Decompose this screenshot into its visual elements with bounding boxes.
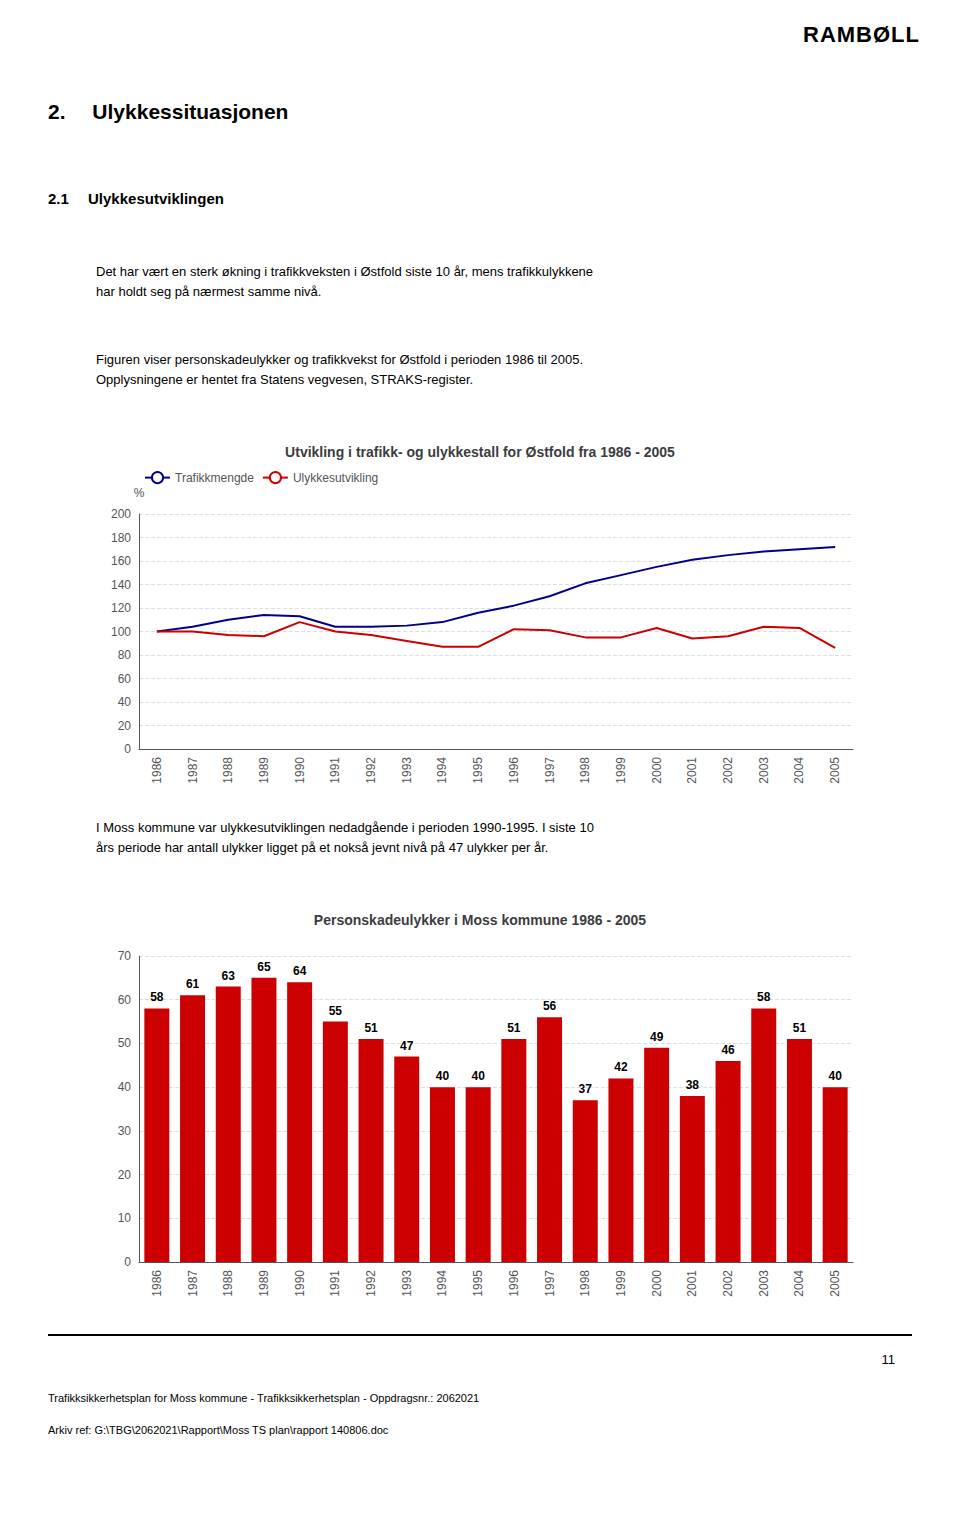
svg-text:1986: 1986: [150, 757, 164, 784]
svg-text:1989: 1989: [257, 757, 271, 784]
svg-text:1993: 1993: [400, 1270, 414, 1297]
svg-text:2003: 2003: [757, 1270, 771, 1297]
svg-text:1989: 1989: [257, 1270, 271, 1297]
svg-text:1991: 1991: [328, 757, 342, 784]
svg-text:63: 63: [222, 969, 236, 983]
svg-text:51: 51: [507, 1021, 521, 1035]
svg-text:180: 180: [111, 531, 131, 545]
svg-text:1992: 1992: [364, 757, 378, 784]
svg-text:200: 200: [111, 507, 131, 521]
svg-text:40: 40: [828, 1069, 842, 1083]
svg-text:2002: 2002: [721, 1270, 735, 1297]
svg-text:Personskadeulykker i Moss komm: Personskadeulykker i Moss kommune 1986 -…: [314, 912, 646, 928]
svg-text:1997: 1997: [543, 757, 557, 784]
svg-text:50: 50: [118, 1036, 132, 1050]
svg-text:1994: 1994: [435, 1270, 449, 1297]
html-text:Figuren viser personskadeulykk: Figuren viser personskadeulykker og traf…: [96, 352, 583, 387]
svg-text:37: 37: [579, 1082, 593, 1096]
svg-text:1994: 1994: [435, 757, 449, 784]
svg-text:Ulykkesutvikling: Ulykkesutvikling: [293, 471, 378, 485]
svg-text:55: 55: [329, 1004, 343, 1018]
svg-text:42: 42: [614, 1060, 628, 1074]
svg-text:0: 0: [124, 1255, 131, 1269]
svg-text:30: 30: [118, 1124, 132, 1138]
svg-text:%: %: [134, 486, 145, 500]
svg-text:160: 160: [111, 554, 131, 568]
svg-text:1996: 1996: [507, 757, 521, 784]
svg-text:51: 51: [364, 1021, 378, 1035]
svg-text:1998: 1998: [578, 1270, 592, 1297]
svg-text:51: 51: [793, 1021, 807, 1035]
svg-text:56: 56: [543, 999, 557, 1013]
svg-text:1988: 1988: [221, 757, 235, 784]
svg-text:1997: 1997: [543, 1270, 557, 1297]
html-text:I Moss kommune var ulykkesutvi: I Moss kommune var ulykkesutviklingen ne…: [96, 820, 594, 855]
svg-text:20: 20: [118, 719, 132, 733]
svg-text:1986: 1986: [150, 1270, 164, 1297]
svg-text:47: 47: [400, 1039, 414, 1053]
svg-text:2004: 2004: [792, 1270, 806, 1297]
svg-text:10: 10: [118, 1211, 132, 1225]
svg-text:49: 49: [650, 1030, 664, 1044]
svg-text:1991: 1991: [328, 1270, 342, 1297]
svg-text:2003: 2003: [757, 757, 771, 784]
svg-text:60: 60: [118, 672, 132, 686]
html-text:RAMBØLL: RAMBØLL: [803, 22, 920, 47]
svg-text:1990: 1990: [293, 1270, 307, 1297]
svg-text:20: 20: [118, 1168, 132, 1182]
svg-text:1993: 1993: [400, 757, 414, 784]
svg-text:40: 40: [436, 1069, 450, 1083]
svg-text:2005: 2005: [828, 1270, 842, 1297]
svg-text:1996: 1996: [507, 1270, 521, 1297]
svg-text:2001: 2001: [685, 757, 699, 784]
svg-text:64: 64: [293, 964, 307, 978]
svg-text:46: 46: [721, 1043, 735, 1057]
svg-text:1998: 1998: [578, 757, 592, 784]
svg-text:61: 61: [186, 977, 200, 991]
svg-text:60: 60: [118, 993, 132, 1007]
html-text:2.1 Ulykkesutviklingen: 2.1 Ulykkesutviklingen: [48, 190, 224, 207]
svg-text:2000: 2000: [650, 757, 664, 784]
svg-text:Utvikling i trafikk- og ulykke: Utvikling i trafikk- og ulykkestall for …: [285, 444, 675, 460]
html-text:Trafikksikkerhetsplan for Moss: Trafikksikkerhetsplan for Moss kommune -…: [48, 1392, 480, 1404]
svg-text:80: 80: [118, 648, 132, 662]
svg-text:2000: 2000: [650, 1270, 664, 1297]
svg-text:40: 40: [471, 1069, 485, 1083]
svg-text:Trafikkmengde: Trafikkmengde: [175, 471, 254, 485]
svg-text:38: 38: [686, 1078, 700, 1092]
svg-text:1995: 1995: [471, 757, 485, 784]
svg-text:120: 120: [111, 601, 131, 615]
svg-text:1995: 1995: [471, 1270, 485, 1297]
html-text:Arkiv ref: G:\TBG\2062021\Rapp: Arkiv ref: G:\TBG\2062021\Rapport\Moss T…: [48, 1424, 389, 1436]
html-text:Det har vært en sterk økning i: Det har vært en sterk økning i trafikkve…: [96, 264, 594, 299]
html-text:11: 11: [881, 1352, 895, 1367]
svg-text:58: 58: [150, 990, 164, 1004]
svg-text:140: 140: [111, 578, 131, 592]
svg-text:2002: 2002: [721, 757, 735, 784]
svg-text:100: 100: [111, 625, 131, 639]
svg-text:1988: 1988: [221, 1270, 235, 1297]
svg-text:40: 40: [118, 695, 132, 709]
svg-text:70: 70: [118, 949, 132, 963]
svg-text:1992: 1992: [364, 1270, 378, 1297]
svg-text:1987: 1987: [186, 1270, 200, 1297]
svg-text:58: 58: [757, 990, 771, 1004]
svg-text:1999: 1999: [614, 1270, 628, 1297]
svg-text:2001: 2001: [685, 1270, 699, 1297]
svg-text:40: 40: [118, 1080, 132, 1094]
svg-text:65: 65: [257, 960, 271, 974]
svg-text:2004: 2004: [792, 757, 806, 784]
svg-text:1999: 1999: [614, 757, 628, 784]
html-text:2. Ulykkessituasjonen: 2. Ulykkessituasjonen: [48, 100, 289, 123]
svg-text:2005: 2005: [828, 757, 842, 784]
svg-text:1990: 1990: [293, 757, 307, 784]
svg-text:1987: 1987: [186, 757, 200, 784]
svg-text:0: 0: [124, 742, 131, 756]
